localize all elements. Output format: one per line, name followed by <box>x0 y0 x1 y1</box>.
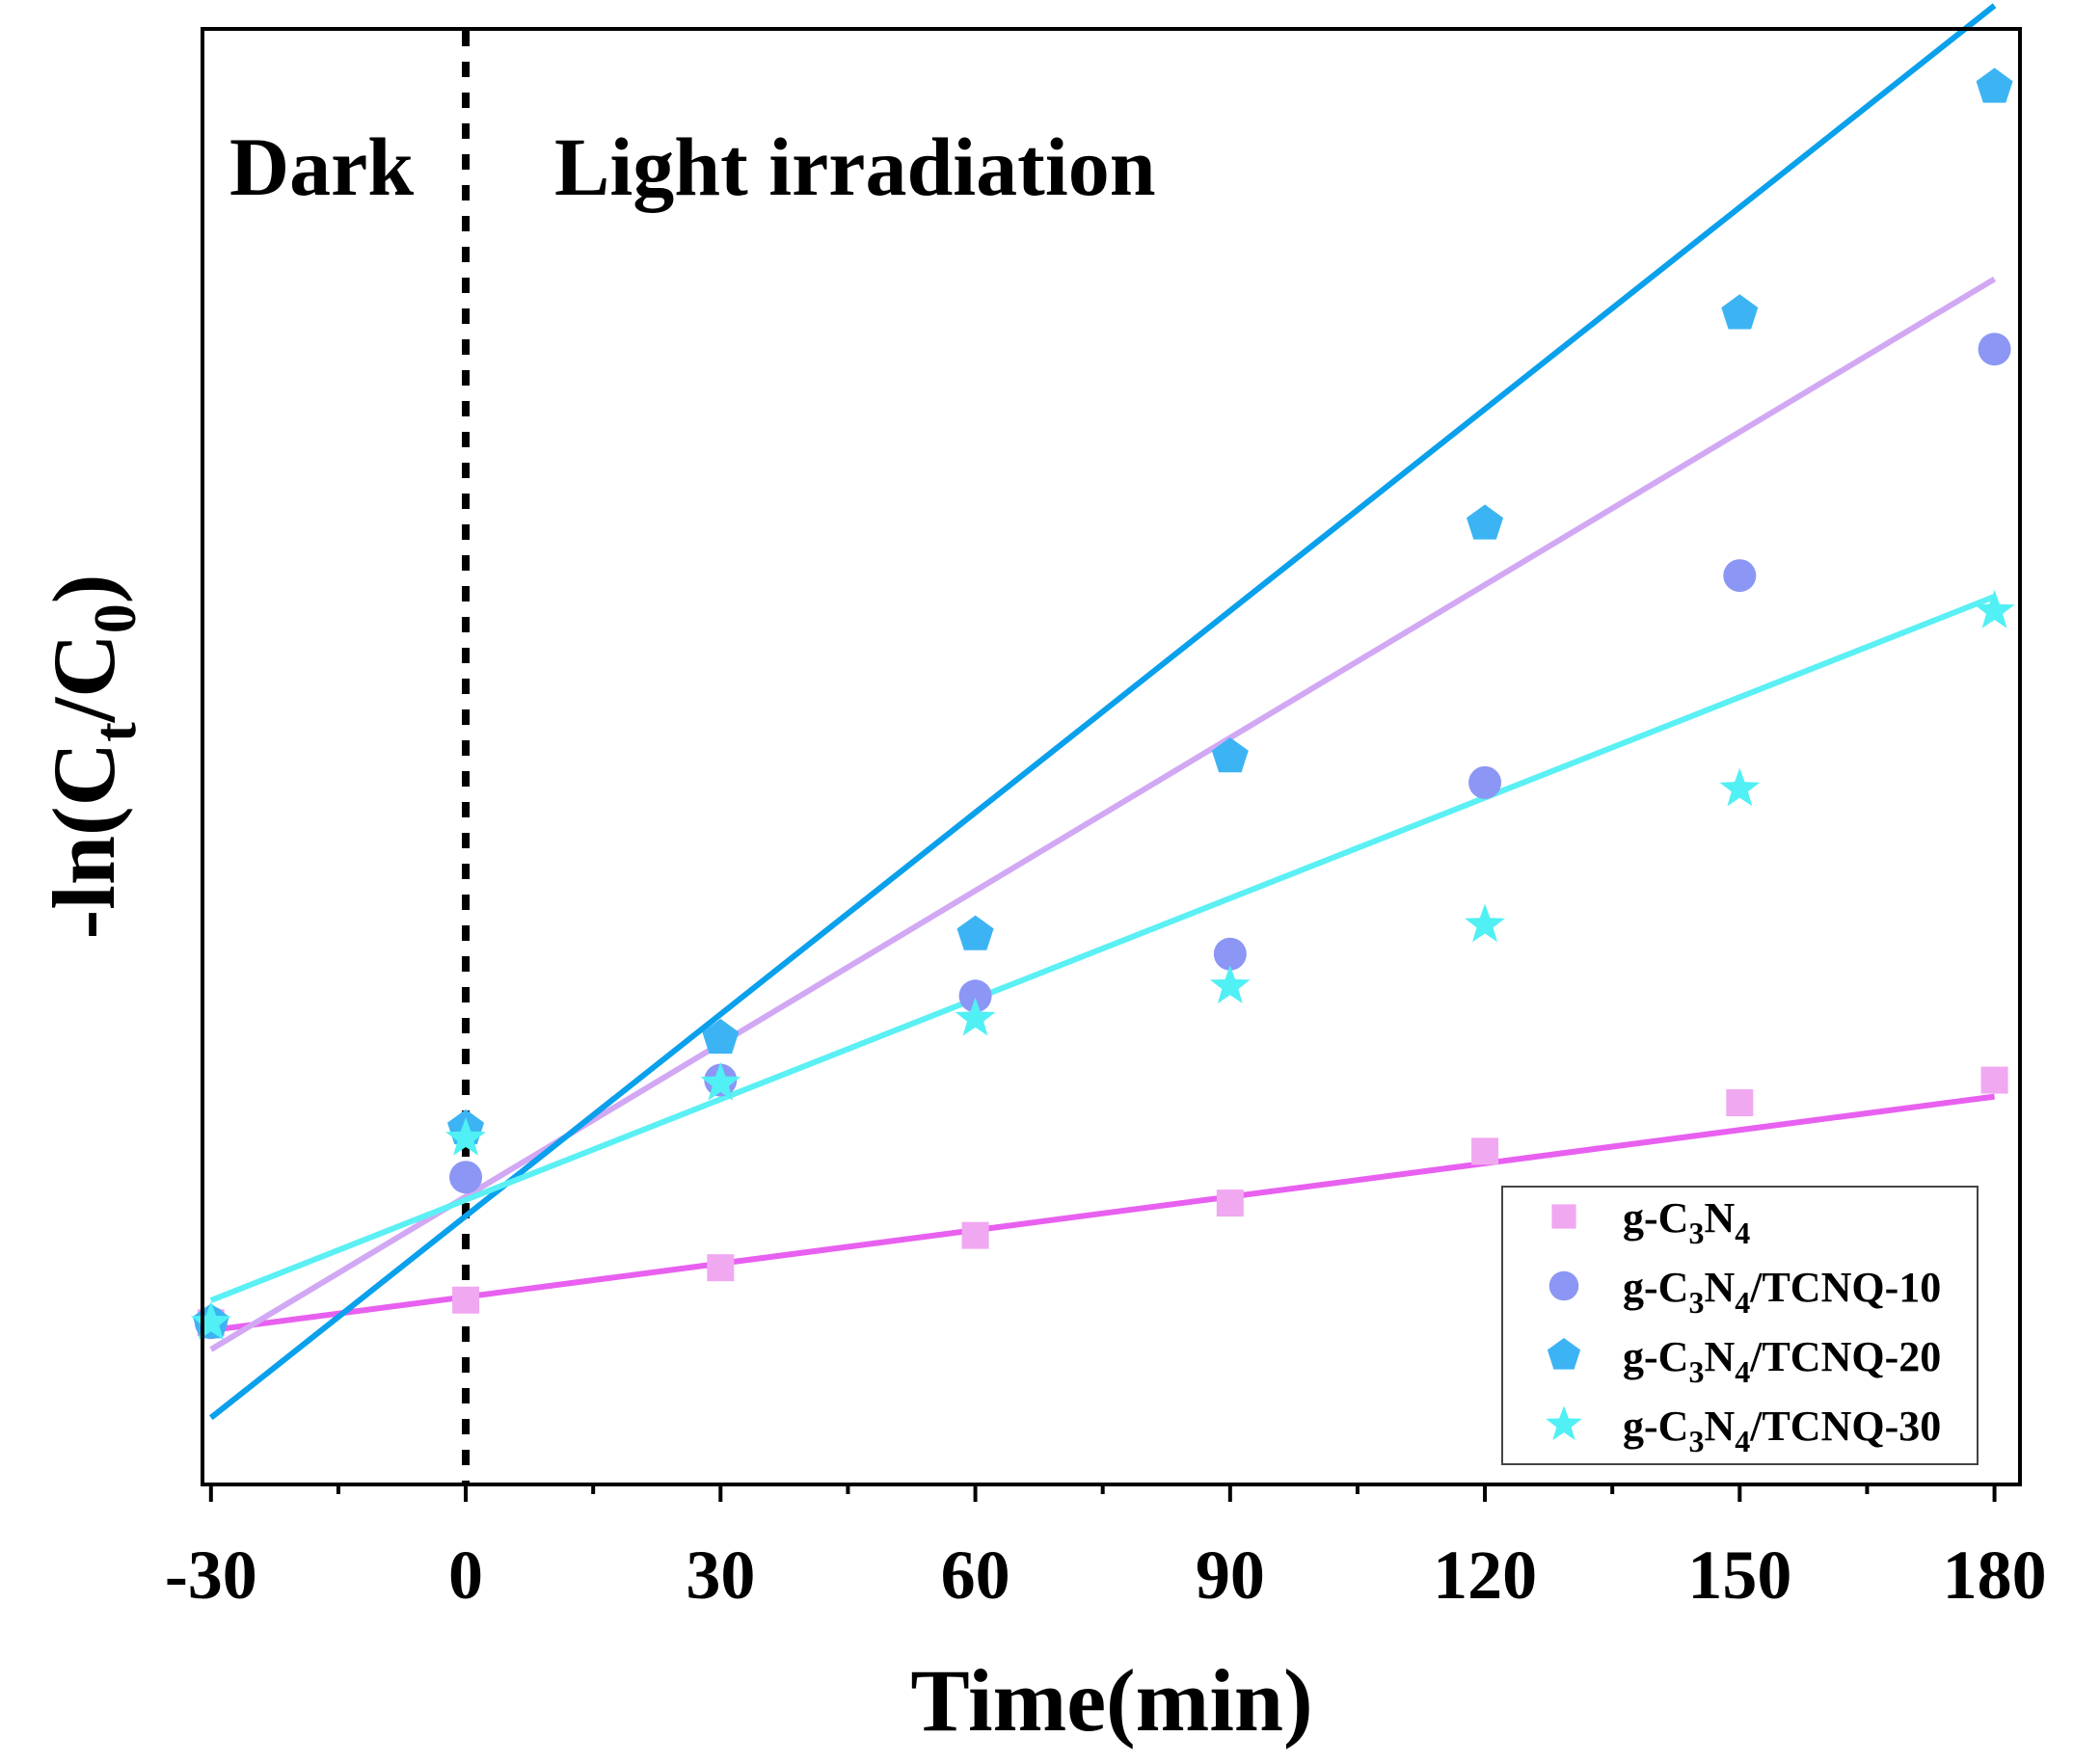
data-point-s2-2 <box>449 1161 483 1194</box>
plot-content <box>190 3 2015 1484</box>
data-point-s1-6 <box>1471 1137 1499 1165</box>
fit-line-2 <box>209 276 1997 1352</box>
x-tick-label: 60 <box>941 1537 1010 1614</box>
x-axis-title: Time(min) <box>910 1651 1312 1750</box>
data-point-s1-4 <box>961 1221 989 1249</box>
data-point-s2-5 <box>1213 937 1247 971</box>
legend-marker-3 <box>1547 1338 1581 1370</box>
data-point-s1-2 <box>452 1286 480 1314</box>
data-point-s4-1 <box>190 1301 231 1340</box>
light-region-label: Light irradiation <box>554 120 1156 213</box>
plot-frame <box>201 27 2022 1486</box>
legend-marker-2 <box>1548 1270 1579 1301</box>
data-point-s4-7 <box>1719 767 1761 807</box>
legend-label-3: g-C3N4/TCNQ-20 <box>1623 1333 1941 1389</box>
y-axis-title: -ln(Ct/C0) <box>35 575 148 940</box>
data-point-s2-4 <box>958 979 992 1013</box>
data-point-s1-8 <box>1980 1066 2008 1094</box>
legend-label-4: g-C3N4/TCNQ-30 <box>1623 1403 1941 1458</box>
data-point-s4-8 <box>1974 590 2015 628</box>
data-point-s2-7 <box>1723 559 1757 593</box>
data-point-s3-4 <box>956 915 994 950</box>
x-tick-label: 180 <box>1943 1537 2047 1614</box>
x-tick-label: 30 <box>686 1537 755 1614</box>
data-point-s4-6 <box>1465 903 1505 943</box>
data-point-s2-6 <box>1468 765 1502 799</box>
x-tick-label: -30 <box>165 1537 257 1614</box>
data-point-s3-3 <box>702 1018 740 1055</box>
legend-marker-4 <box>1546 1405 1582 1440</box>
data-point-s3-6 <box>1467 504 1504 540</box>
data-point-s2-8 <box>1978 333 2011 366</box>
data-point-s4-3 <box>700 1061 741 1101</box>
legend-label-1: g-C3N4 <box>1623 1194 1750 1250</box>
data-point-s1-5 <box>1216 1189 1244 1217</box>
data-point-s1-7 <box>1726 1089 1754 1117</box>
svg-text:-ln(Ct/C0): -ln(Ct/C0) <box>35 575 148 940</box>
data-point-s4-4 <box>955 997 996 1036</box>
legend: g-C3N4 g-C3N4/TCNQ-10 g-C3N4/TCNQ-20 g-C3N4… <box>1501 1186 1979 1465</box>
legend-label-2: g-C3N4/TCNQ-10 <box>1623 1264 1941 1320</box>
data-point-s3-5 <box>1211 737 1249 773</box>
data-point-s3-8 <box>1976 67 2013 103</box>
fit-line-4 <box>209 594 1996 1303</box>
data-point-s1-3 <box>707 1254 735 1282</box>
dark-region-label: Dark <box>229 120 414 213</box>
data-point-s4-2 <box>445 1117 486 1156</box>
legend-marker-1 <box>1551 1204 1576 1229</box>
x-axis-ticks: -30 0 30 60 90 120 150 180 <box>165 1484 2047 1614</box>
fit-line-1 <box>210 1093 1995 1333</box>
x-tick-label: 0 <box>448 1537 483 1614</box>
x-tick-label: 120 <box>1433 1537 1537 1614</box>
data-point-s3-7 <box>1721 294 1759 330</box>
x-tick-label: 90 <box>1196 1537 1265 1614</box>
legend-box <box>1501 1186 1979 1465</box>
x-tick-label: 150 <box>1687 1537 1791 1614</box>
data-point-s4-5 <box>1209 965 1251 1003</box>
